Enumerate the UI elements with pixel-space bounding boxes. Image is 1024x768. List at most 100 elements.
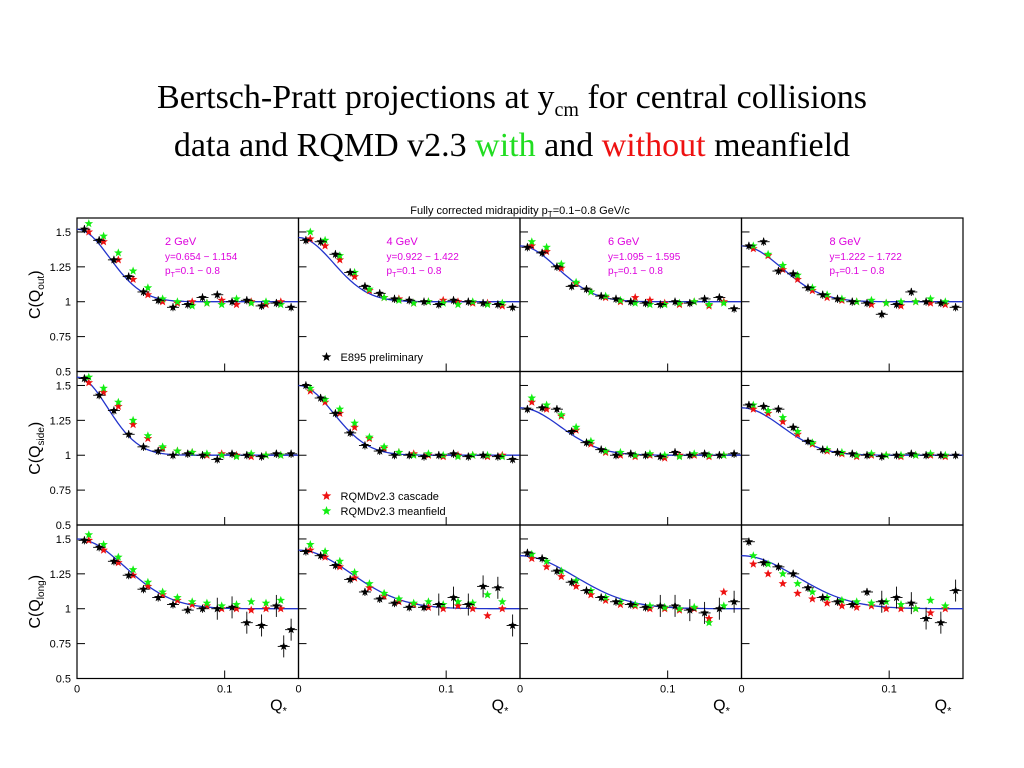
x-tick-label: 0.1 <box>217 684 232 696</box>
panel-frame <box>297 524 521 680</box>
cascade-point <box>320 241 330 250</box>
data-point <box>833 597 842 606</box>
meanfield-point <box>453 300 463 309</box>
meanfield-point <box>763 559 773 568</box>
data-point <box>596 291 606 300</box>
meanfield-point <box>187 301 197 310</box>
data-point <box>951 586 960 595</box>
data-point <box>331 408 340 417</box>
cascade-point <box>335 255 345 264</box>
meanfield-point <box>217 450 226 459</box>
title-with: with <box>475 127 536 164</box>
y-tick-label: 1.5 <box>56 534 71 546</box>
data-point <box>611 450 621 459</box>
data-point <box>139 442 148 451</box>
meanfield-point <box>896 600 906 609</box>
fit-curve <box>519 407 742 456</box>
y-tick-label: 0.5 <box>56 674 71 686</box>
data-point <box>124 272 133 281</box>
data-point <box>523 242 532 251</box>
y-axis-label: C(Qside) <box>27 422 47 475</box>
cascade-point <box>453 601 463 610</box>
data-point <box>641 298 650 307</box>
cascade-point <box>320 552 330 561</box>
meanfield-point <box>778 569 788 578</box>
cascade-point <box>822 598 832 607</box>
data-point <box>316 237 325 246</box>
cascade-point <box>749 244 758 253</box>
x-axis-label: Q* <box>935 698 952 718</box>
data-point <box>685 298 695 307</box>
cascade-point <box>84 378 94 387</box>
y-tick-label: 0.5 <box>56 520 71 532</box>
x-axis-label: Q* <box>713 698 730 718</box>
data-point <box>641 602 650 611</box>
data-point <box>862 587 872 596</box>
data-point <box>80 535 89 544</box>
cascade-point <box>749 404 758 413</box>
cascade-point <box>350 422 359 431</box>
panel-long-0: 0.5 0.75 1 1.25 1.5 C(Qlong) 0 0.1 Q* <box>27 524 300 718</box>
y-axis-label: C(Qlong) <box>27 575 47 629</box>
figure-header: Fully corrected midrapidity pT=0.1−0.8 G… <box>410 205 630 219</box>
title-text: Bertsch-Pratt projections at y <box>157 79 555 116</box>
meanfield-point <box>217 601 226 610</box>
cascade-point <box>99 237 108 246</box>
data-point <box>493 583 503 592</box>
title-text: data and RQMD v2.3 <box>173 127 476 164</box>
meanfield-point <box>379 293 389 302</box>
meanfield-point <box>852 597 861 606</box>
slide-title: Bertsch-Pratt projections at ycm for cen… <box>0 76 1024 168</box>
pt-label: pT=0.1 − 0.8 <box>165 266 220 279</box>
panel-out-1: 4 GeV y=0.922 − 1.422 pT=0.1 − 0.8 <box>297 217 521 373</box>
cascade-point <box>852 602 861 611</box>
meanfield-point <box>926 294 935 303</box>
data-point <box>183 605 192 614</box>
data-point <box>774 562 783 571</box>
x-tick-label: 0.1 <box>660 684 675 696</box>
y-tick-label: 1.5 <box>56 227 71 239</box>
meanfield-point <box>453 452 463 461</box>
cascade-point <box>173 595 182 604</box>
panel-frame <box>740 524 964 680</box>
data-point <box>109 255 119 264</box>
cascade-point <box>808 594 817 603</box>
data-point <box>656 452 665 461</box>
meanfield-point <box>468 450 477 459</box>
data-point <box>168 302 178 311</box>
meanfield-point <box>232 600 241 609</box>
meanfield-point <box>320 547 330 556</box>
data-point <box>788 569 798 578</box>
panel-long-1: 0 0.1 Q* <box>295 524 521 718</box>
data-point <box>818 290 827 299</box>
data-point <box>375 288 384 297</box>
meanfield-point <box>911 450 920 459</box>
meanfield-point <box>306 540 315 549</box>
data-point <box>833 447 842 457</box>
panel-out-2: 6 GeV y=1.095 − 1.595 pT=0.1 − 0.8 <box>519 217 743 373</box>
meanfield-point <box>763 249 773 258</box>
cascade-point <box>616 600 625 609</box>
meanfield-point <box>690 602 699 611</box>
data-point <box>803 283 813 292</box>
cascade-point <box>468 604 477 613</box>
data-point <box>301 235 311 244</box>
meanfield-point <box>99 540 108 549</box>
meanfield-point <box>645 300 655 309</box>
cascade-point <box>232 604 241 613</box>
title-text: meanfield <box>705 127 851 164</box>
data-point <box>788 422 798 431</box>
cascade-point <box>601 595 610 604</box>
fit-curve <box>298 549 520 610</box>
meanfield-point <box>306 227 315 236</box>
cascade-point <box>261 604 271 613</box>
data-point <box>139 287 148 296</box>
meanfield-point <box>409 598 418 607</box>
data-point <box>818 593 827 602</box>
cascade-point <box>778 265 788 274</box>
cascade-point <box>143 434 153 443</box>
data-point <box>242 450 252 459</box>
cascade-point <box>586 439 596 448</box>
data-point <box>862 450 872 459</box>
meanfield-point <box>114 248 123 257</box>
